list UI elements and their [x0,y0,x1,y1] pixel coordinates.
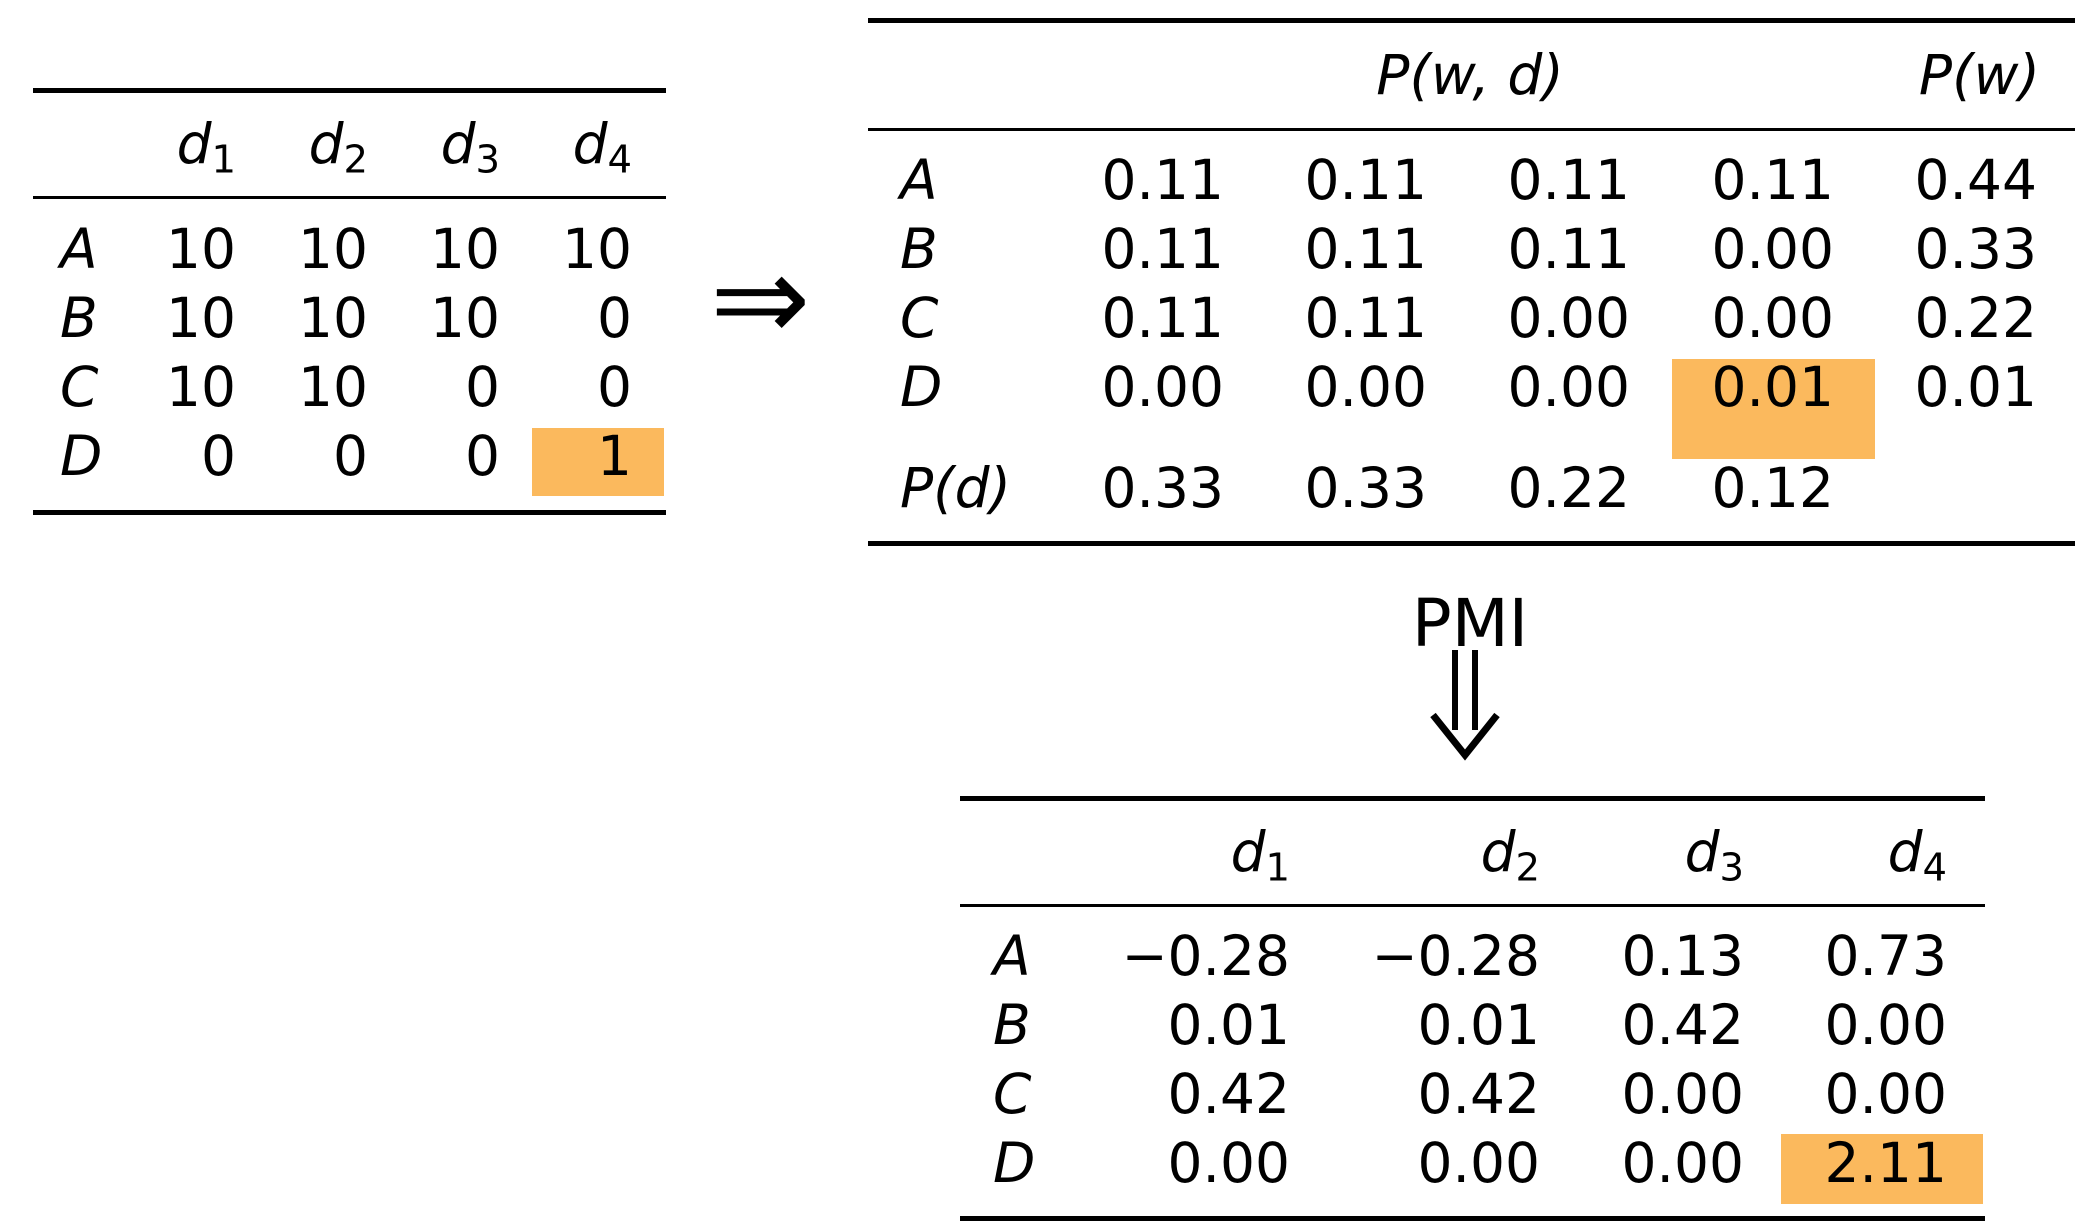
pmi-cell: 0.42 [1417,1062,1540,1126]
row-label-C: C [60,355,99,419]
pmi-cell: 0.01 [1167,993,1290,1057]
count-cell: 0 [465,355,500,419]
column-header-d3: d3 [440,112,500,183]
row-label-C: C [900,286,939,350]
marginal-doc-cell: 0.33 [1304,456,1427,520]
header-marginal-word: P(w) [1918,43,2040,107]
count-cell: 10 [166,355,236,419]
row-label-C: C [993,1062,1032,1126]
count-cell: 0 [597,286,632,350]
highlight-cell [1781,1134,1983,1204]
pmi-cell: 0.42 [1621,993,1744,1057]
joint-prob-cell: 0.11 [1507,217,1630,281]
row-label-A: A [900,148,938,212]
marginal-word-cell: 0.01 [1914,355,2037,419]
row-label-B: B [993,993,1031,1057]
joint-prob-cell: 0.00 [1711,217,1834,281]
joint-prob-cell: 0.11 [1507,148,1630,212]
pmi-cell: 2.11 [1824,1131,1947,1195]
pmi-cell: 0.73 [1824,924,1947,988]
bottom-rule [33,510,666,515]
joint-prob-cell: 0.11 [1304,286,1427,350]
top-rule [868,18,2075,23]
row-label-D: D [900,355,943,419]
joint-prob-cell: 0.11 [1304,148,1427,212]
count-cell: 10 [298,355,368,419]
bottom-rule [868,541,2075,546]
header-rule [868,128,2075,131]
joint-prob-cell: 0.11 [1101,148,1224,212]
pmi-cell: 0.00 [1417,1131,1540,1195]
implies-arrow-icon: ⇒ [710,230,811,369]
count-cell: 10 [298,217,368,281]
joint-prob-cell: 0.11 [1101,286,1224,350]
bottom-rule [960,1216,1985,1221]
row-label-A: A [993,924,1031,988]
count-cell: 0 [465,424,500,488]
header-rule [33,196,666,199]
column-header-d4: d4 [1887,820,1947,891]
pmi-cell: 0.00 [1167,1131,1290,1195]
double-down-arrow-icon [1430,650,1500,761]
count-cell: 10 [166,286,236,350]
pmi-cell: 0.13 [1621,924,1744,988]
row-label-A: A [60,217,98,281]
count-cell: 10 [430,286,500,350]
joint-prob-cell: 0.11 [1101,217,1224,281]
row-label-B: B [60,286,98,350]
pd-row-label: P(d) [900,456,1011,520]
marginal-doc-cell: 0.33 [1101,456,1224,520]
pmi-label: PMI [1411,585,1529,662]
column-header-d2: d2 [308,112,368,183]
pmi-cell: 0.42 [1167,1062,1290,1126]
joint-prob-cell: 0.00 [1507,355,1630,419]
header-joint-probability: P(w, d) [1376,43,1564,107]
pmi-cell: 0.00 [1621,1131,1744,1195]
joint-prob-cell: 0.00 [1711,286,1834,350]
row-label-B: B [900,217,938,281]
column-header-d4: d4 [572,112,632,183]
count-cell: 10 [430,217,500,281]
count-cell: 10 [298,286,368,350]
count-cell: 0 [597,355,632,419]
top-rule [33,88,666,93]
joint-prob-cell: 0.01 [1711,355,1834,419]
count-cell: 0 [201,424,236,488]
joint-prob-cell: 0.00 [1507,286,1630,350]
pmi-cell: 0.00 [1621,1062,1744,1126]
pmi-cell: 0.00 [1824,1062,1947,1126]
pmi-cell: −0.28 [1121,924,1290,988]
pmi-cell: −0.28 [1371,924,1540,988]
top-rule [960,796,1985,801]
joint-prob-cell: 0.11 [1711,148,1834,212]
row-label-D: D [60,424,103,488]
column-header-d3: d3 [1684,820,1744,891]
marginal-word-cell: 0.33 [1914,217,2037,281]
marginal-word-cell: 0.44 [1914,148,2037,212]
count-cell: 0 [333,424,368,488]
marginal-doc-cell: 0.12 [1711,456,1834,520]
joint-prob-cell: 0.00 [1304,355,1427,419]
count-cell: 10 [166,217,236,281]
highlight-cell [1672,359,1875,459]
row-label-D: D [993,1131,1036,1195]
pmi-cell: 0.00 [1824,993,1947,1057]
header-rule [960,904,1985,907]
column-header-d1: d1 [176,112,236,183]
column-header-d2: d2 [1480,820,1540,891]
highlight-cell [532,428,664,496]
column-header-d1: d1 [1230,820,1290,891]
joint-prob-cell: 0.11 [1304,217,1427,281]
marginal-word-cell: 0.22 [1914,286,2037,350]
count-cell: 1 [597,424,632,488]
pmi-cell: 0.01 [1417,993,1540,1057]
marginal-doc-cell: 0.22 [1507,456,1630,520]
joint-prob-cell: 0.00 [1101,355,1224,419]
count-cell: 10 [562,217,632,281]
